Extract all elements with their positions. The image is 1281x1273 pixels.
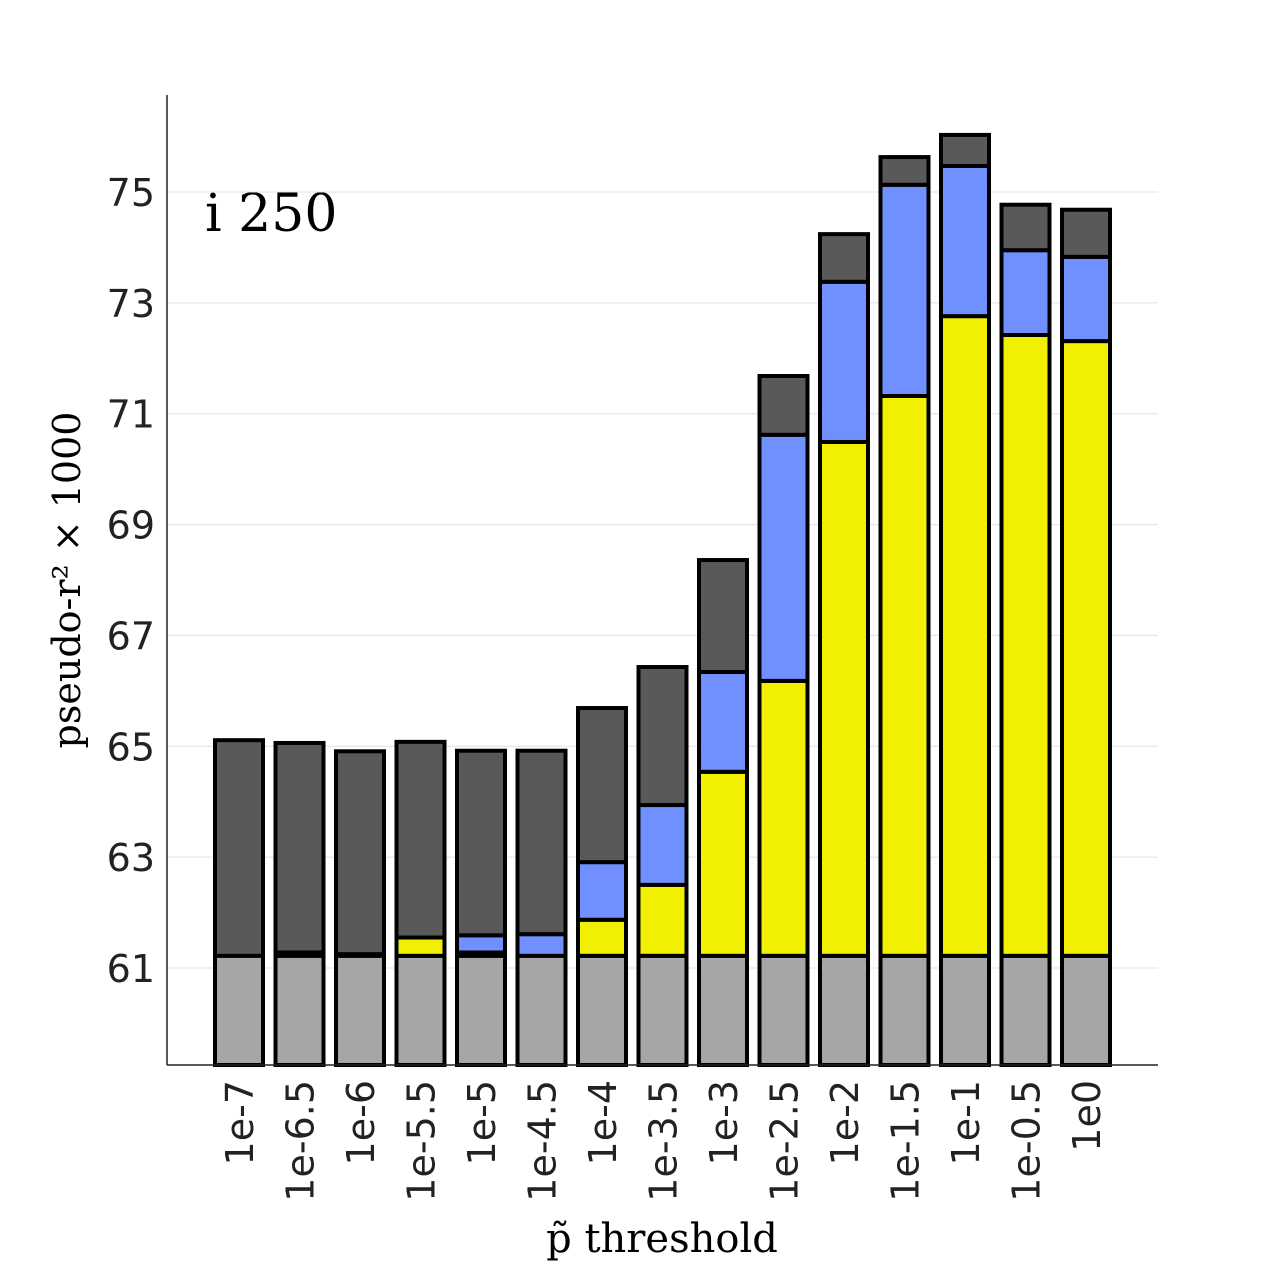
bar-segment	[576, 917, 628, 958]
bar-segment	[999, 333, 1052, 958]
bar-segment	[878, 182, 931, 398]
bar-segment	[818, 953, 870, 1068]
y-tick-label: 69	[107, 504, 155, 548]
bar-segment	[697, 769, 749, 958]
x-tick-label: 1e-5	[460, 1080, 504, 1165]
bar-segment	[999, 953, 1052, 1068]
bar-segment	[939, 163, 991, 319]
x-tick-label: 1e-5.5	[400, 1080, 444, 1202]
x-tick-label: 1e-2	[823, 1080, 867, 1165]
bar-segment	[878, 953, 931, 1068]
annotation: i 250	[205, 184, 337, 244]
x-tick-label: 1e-3.5	[642, 1080, 686, 1202]
bar-segment	[455, 933, 507, 955]
y-tick-label: 73	[107, 282, 155, 326]
bar-segment	[394, 739, 447, 940]
bar-segment	[818, 232, 870, 284]
bar-segment	[636, 882, 689, 958]
bar-segment	[576, 953, 628, 1068]
bar-segment	[1060, 339, 1112, 958]
bar-segment	[999, 202, 1052, 253]
bar-segment	[515, 748, 568, 937]
x-tick-label: 1e-6	[339, 1080, 383, 1165]
x-tick-label: 1e0	[1065, 1080, 1109, 1152]
bar-segment	[334, 953, 386, 1068]
x-tick-label: 1e-0.5	[1005, 1080, 1049, 1202]
y-tick-label: 61	[107, 947, 155, 991]
x-tick-label: 1e-1.5	[884, 1080, 928, 1202]
bar-segment	[757, 374, 810, 437]
bar-segment	[636, 953, 689, 1068]
x-tick-label: 1e-3	[702, 1080, 746, 1165]
bar-segment	[878, 155, 931, 187]
x-tick-label: 1e-4.5	[521, 1080, 565, 1202]
bar-segment	[636, 803, 689, 887]
bar-segment	[697, 558, 749, 675]
bar-segment	[757, 678, 810, 958]
bar-segment	[697, 670, 749, 774]
bar-segment	[515, 953, 568, 1068]
bar-segment	[1060, 953, 1112, 1068]
bar-segment	[394, 935, 447, 958]
bar-segment	[697, 953, 749, 1068]
x-tick-label: 1e-2.5	[763, 1080, 807, 1202]
y-tick-label: 75	[107, 171, 155, 215]
bar-segment	[818, 439, 870, 958]
x-tick-label: 1e-7	[218, 1080, 262, 1165]
bar-segment	[394, 953, 447, 1068]
y-tick-label: 65	[107, 725, 155, 769]
bar-segment	[273, 740, 326, 955]
bar-segment	[1060, 207, 1112, 259]
bar-segment	[636, 665, 689, 808]
bar-segment	[999, 248, 1052, 338]
bar-segment	[757, 432, 810, 683]
y-tick-label: 67	[107, 614, 155, 658]
bar-segment	[939, 132, 991, 168]
x-axis-label: p̃ threshold	[546, 1216, 778, 1262]
bar-segment	[818, 279, 870, 444]
bar-segment	[939, 953, 991, 1068]
y-tick-label: 63	[107, 836, 155, 880]
bar-segment	[334, 749, 386, 957]
bar-segment	[878, 393, 931, 958]
bar-segment	[455, 953, 507, 1068]
bar-segment	[576, 860, 628, 922]
y-tick-label: 71	[107, 393, 155, 437]
bar-segment	[213, 738, 265, 958]
bar-segment	[757, 953, 810, 1068]
bar-segment	[213, 953, 265, 1068]
bar-segment	[273, 953, 326, 1068]
bar-segment	[1060, 254, 1112, 344]
x-tick-label: 1e-4	[581, 1080, 625, 1165]
x-tick-label: 1e-6.5	[279, 1080, 323, 1202]
bar-segment	[939, 314, 991, 958]
bar-segment	[455, 748, 507, 938]
bar-segment	[576, 706, 628, 865]
x-tick-label: 1e-1	[944, 1080, 988, 1165]
y-axis-label: pseudo-r² × 1000	[45, 412, 89, 749]
bar-segment	[515, 932, 568, 958]
